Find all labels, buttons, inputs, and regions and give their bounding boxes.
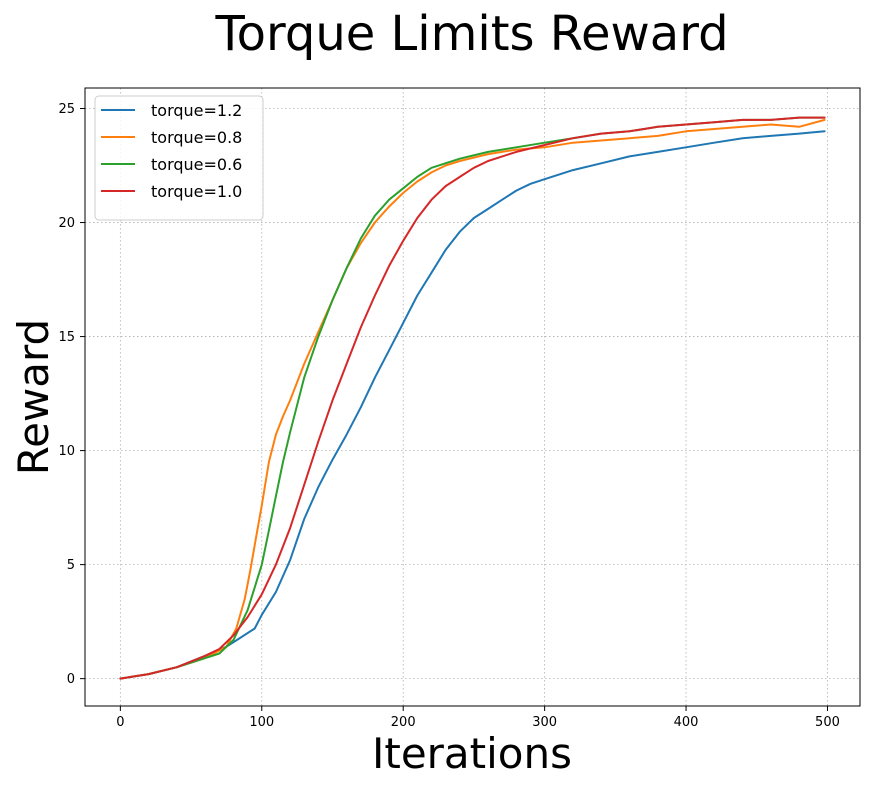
series-line-4 bbox=[119, 116, 826, 680]
y-tick-label: 15 bbox=[58, 330, 75, 345]
y-tick-label: 0 bbox=[67, 672, 75, 687]
x-tick-label: 100 bbox=[249, 715, 274, 730]
plot-frame bbox=[84, 87, 861, 707]
legend-label: torque=1.0 bbox=[151, 182, 242, 201]
legend-label: torque=1.2 bbox=[151, 101, 242, 120]
legend: torque=1.2 torque=0.8 torque=0.6 torque=1.0 bbox=[94, 95, 264, 221]
legend-box bbox=[94, 95, 264, 221]
x-tick-label: 0 bbox=[116, 715, 124, 730]
chart-title: Torque Limits Reward bbox=[214, 6, 728, 62]
y-axis-label: Reward bbox=[9, 319, 58, 475]
legend-label: torque=0.6 bbox=[151, 155, 242, 174]
y-tick-label: 25 bbox=[58, 102, 75, 117]
y-tick-label: 20 bbox=[58, 216, 75, 231]
series-line-1 bbox=[119, 130, 826, 680]
y-tick-label: 10 bbox=[58, 444, 75, 459]
series-line-2 bbox=[119, 118, 826, 680]
y-tick-label: 5 bbox=[67, 558, 75, 573]
x-tick-label: 400 bbox=[674, 715, 699, 730]
series-lines bbox=[119, 116, 826, 680]
legend-label: torque=0.8 bbox=[151, 128, 242, 147]
x-tick-label: 500 bbox=[815, 715, 840, 730]
x-tick-label: 200 bbox=[391, 715, 416, 730]
axis-ticks: 0 100 200 300 400 500 0 5 10 15 20 25 bbox=[58, 102, 839, 730]
x-tick-label: 300 bbox=[532, 715, 557, 730]
x-axis-label: Iterations bbox=[372, 729, 572, 778]
